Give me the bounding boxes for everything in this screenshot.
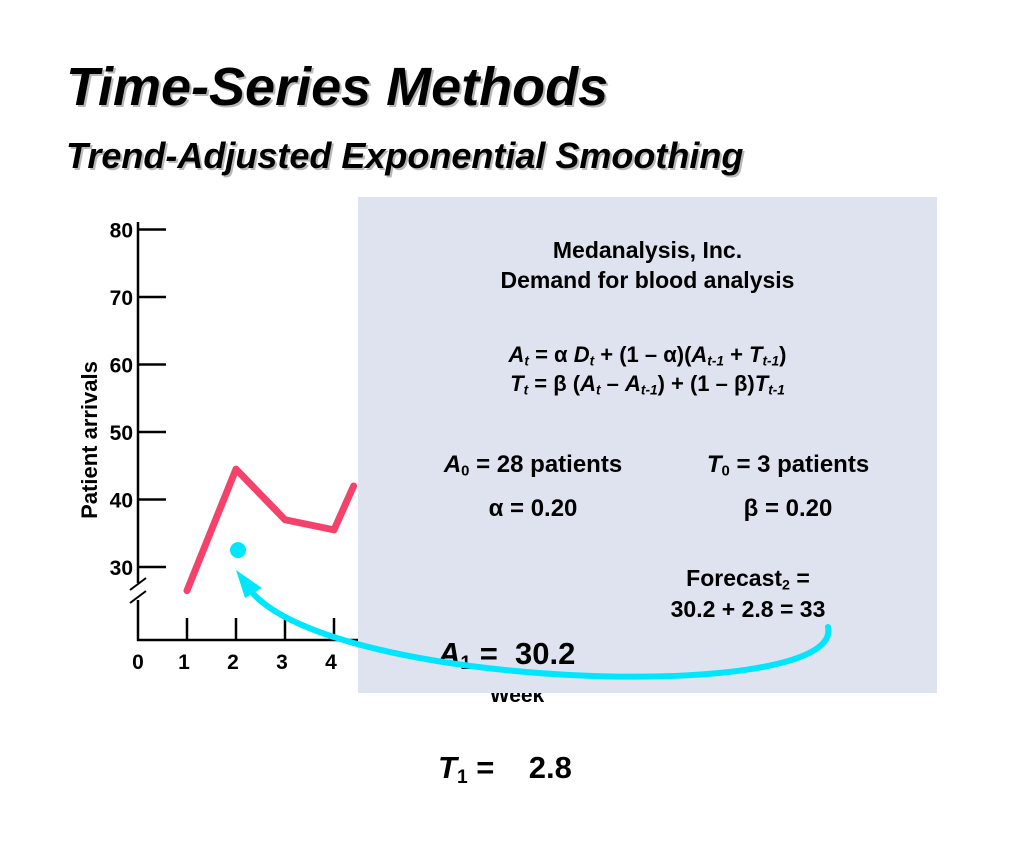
info-panel: Medanalysis, Inc. Demand for blood analy… xyxy=(358,197,937,787)
y-tick-label: 70 xyxy=(110,287,133,310)
slide-title: Time-Series Methods xyxy=(66,57,609,117)
panel-heading: Medanalysis, Inc. Demand for blood analy… xyxy=(358,235,937,295)
forecast: Forecast2 = 30.2 + 2.8 = 33 xyxy=(638,563,858,625)
results: A1 = 30.2 T1 = 2.8 xyxy=(438,559,575,863)
x-tick-label: 3 xyxy=(276,651,288,674)
y-tick-label: 40 xyxy=(110,490,133,513)
company-name: Medanalysis, Inc. xyxy=(552,237,743,263)
x-ticks: 0 1 2 3 4 xyxy=(132,618,337,674)
slide-subtitle: Trend-Adjusted Exponential Smoothing xyxy=(66,135,744,176)
result-level: A1 = 30.2 xyxy=(438,636,576,674)
y-tick-label: 80 xyxy=(110,220,133,243)
initial-level: A0 = 28 patients xyxy=(443,451,623,480)
axis-break-mark-2 xyxy=(129,590,147,604)
formula-trend: Tt = β (At – At-1) + (1 – β)Tt-1 xyxy=(510,371,785,398)
y-tick-label: 50 xyxy=(110,422,133,445)
y-axis-label: Patient arrivals xyxy=(77,361,102,519)
x-tick-label: 2 xyxy=(227,651,239,674)
y-tick-label: 60 xyxy=(110,355,133,378)
y-ticks: 80 70 60 50 40 30 xyxy=(110,220,166,580)
forecast-calculation: 30.2 + 2.8 = 33 xyxy=(670,596,826,622)
series-layer xyxy=(183,465,358,595)
forecast-point xyxy=(230,542,246,559)
demand-series-line xyxy=(183,465,358,595)
result-trend: T1 = 2.8 xyxy=(438,750,572,788)
alpha-value: α = 0.20 xyxy=(488,495,578,522)
x-tick-label: 4 xyxy=(325,651,337,674)
forecast-label: Forecast2 = xyxy=(686,565,810,594)
initial-trend: T0 = 3 patients xyxy=(706,451,870,480)
axis-break-mark-1 xyxy=(129,577,147,591)
x-tick-label: 0 xyxy=(132,651,144,674)
y-axis xyxy=(129,222,147,641)
beta-value: β = 0.20 xyxy=(743,495,833,522)
y-tick-label: 30 xyxy=(110,557,133,580)
x-tick-label: 1 xyxy=(178,651,190,674)
formula-level: At = α Dt + (1 – α)(At-1 + Tt-1) xyxy=(508,342,787,369)
panel-description: Demand for blood analysis xyxy=(500,267,795,293)
